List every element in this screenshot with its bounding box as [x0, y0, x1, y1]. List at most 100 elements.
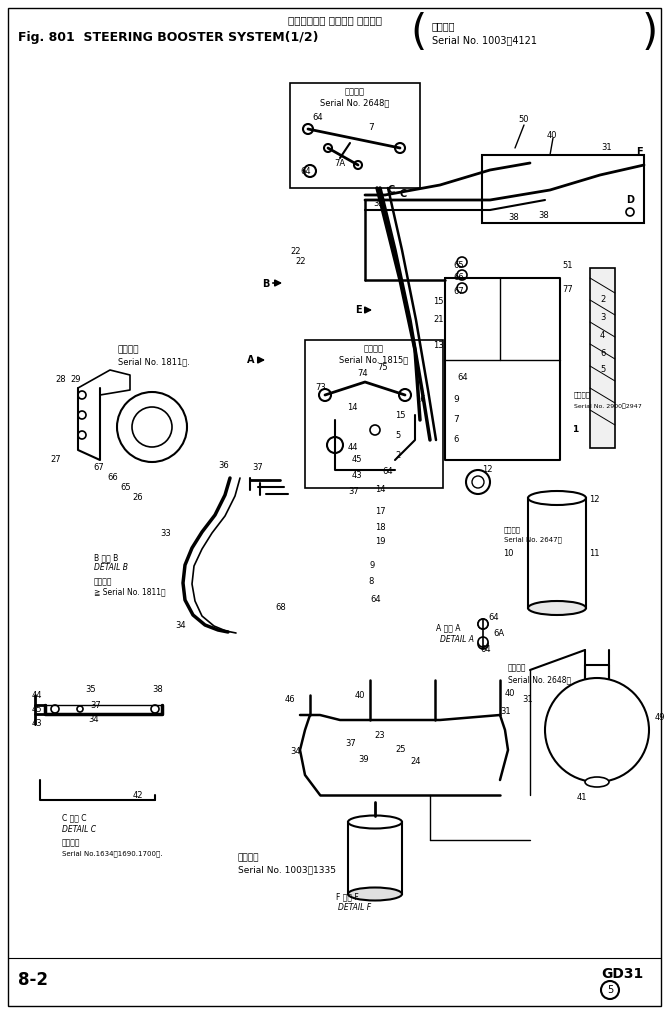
Text: E: E — [355, 305, 362, 315]
Text: 43: 43 — [32, 719, 43, 727]
Text: 17: 17 — [375, 507, 385, 516]
Text: 18: 18 — [375, 522, 385, 531]
Text: 34: 34 — [290, 747, 300, 756]
Ellipse shape — [585, 777, 609, 787]
Text: 12: 12 — [482, 465, 492, 475]
Text: DETAIL B: DETAIL B — [94, 564, 128, 573]
Text: 31: 31 — [500, 708, 510, 717]
Text: Serial No.1634～1690.1700～.: Serial No.1634～1690.1700～. — [62, 851, 163, 857]
Text: 77: 77 — [562, 286, 573, 294]
Text: 6: 6 — [453, 435, 458, 444]
Circle shape — [51, 705, 59, 713]
Circle shape — [303, 124, 313, 134]
Text: 38: 38 — [508, 214, 518, 222]
Text: 44: 44 — [32, 691, 43, 700]
Text: 7: 7 — [368, 123, 374, 132]
Text: 65: 65 — [453, 261, 464, 270]
Text: 64: 64 — [457, 372, 468, 381]
Circle shape — [626, 208, 634, 216]
Circle shape — [472, 476, 484, 488]
Text: 適用号機: 適用号機 — [238, 854, 260, 863]
Text: 9: 9 — [370, 561, 375, 570]
Text: 45: 45 — [32, 705, 43, 714]
Circle shape — [327, 437, 343, 453]
Bar — [528, 498, 586, 608]
Text: C: C — [388, 185, 395, 195]
Text: 38: 38 — [538, 211, 549, 219]
Bar — [290, 83, 420, 188]
Text: (: ( — [411, 12, 427, 54]
Text: 19: 19 — [375, 537, 385, 547]
Circle shape — [78, 411, 86, 419]
Text: 6: 6 — [600, 350, 605, 359]
Bar — [348, 822, 402, 894]
Text: 16: 16 — [415, 395, 425, 405]
Text: 1: 1 — [572, 426, 578, 435]
Text: 7: 7 — [453, 416, 459, 425]
Circle shape — [395, 143, 405, 153]
Text: 27: 27 — [50, 455, 61, 464]
Text: Serial No. 1003～4121: Serial No. 1003～4121 — [432, 35, 537, 45]
Text: 34: 34 — [175, 621, 185, 630]
Text: Fig. 801  STEERING BOOSTER SYSTEM(1/2): Fig. 801 STEERING BOOSTER SYSTEM(1/2) — [18, 31, 318, 45]
Text: DETAIL C: DETAIL C — [62, 824, 96, 834]
Ellipse shape — [348, 887, 402, 900]
Text: 9: 9 — [453, 395, 459, 405]
Text: 64: 64 — [370, 595, 381, 604]
Text: 33: 33 — [160, 528, 171, 537]
Text: 11: 11 — [589, 549, 599, 558]
Bar — [305, 340, 443, 488]
Text: Serial No. 2647～: Serial No. 2647～ — [504, 536, 562, 544]
Text: 4: 4 — [600, 332, 605, 341]
Text: 5: 5 — [600, 365, 605, 374]
Circle shape — [478, 639, 488, 649]
Circle shape — [78, 431, 86, 439]
Text: 25: 25 — [395, 745, 405, 754]
Text: 適用号機: 適用号機 — [432, 21, 456, 31]
Text: F 詳細 F: F 詳細 F — [336, 892, 359, 901]
Text: 65: 65 — [120, 484, 130, 493]
Circle shape — [457, 270, 467, 280]
Text: 36: 36 — [218, 460, 229, 469]
Text: 適用号機: 適用号機 — [364, 345, 384, 354]
Text: 67: 67 — [93, 463, 104, 473]
Text: Serial No. 2648～: Serial No. 2648～ — [508, 675, 571, 684]
Circle shape — [324, 144, 332, 152]
Text: 2: 2 — [395, 450, 400, 459]
Text: 44: 44 — [348, 443, 359, 452]
Text: 適用号機: 適用号機 — [345, 87, 365, 96]
Text: C: C — [400, 189, 407, 199]
Text: Serial No. 2648～: Serial No. 2648～ — [320, 98, 389, 107]
Text: 22: 22 — [295, 258, 306, 267]
Circle shape — [601, 981, 619, 999]
Text: 31: 31 — [522, 696, 533, 705]
Text: 7A: 7A — [334, 158, 345, 167]
Text: 37: 37 — [348, 488, 359, 497]
Text: 50: 50 — [518, 116, 529, 125]
Text: 38: 38 — [152, 685, 163, 695]
Text: Serial No. 1815～: Serial No. 1815～ — [339, 356, 409, 364]
Circle shape — [319, 389, 331, 401]
Text: 40: 40 — [547, 131, 557, 140]
Text: 40: 40 — [355, 691, 365, 700]
Text: DETAIL A: DETAIL A — [440, 636, 474, 645]
Circle shape — [478, 637, 488, 647]
Text: 49: 49 — [655, 714, 666, 723]
Text: 26: 26 — [132, 494, 142, 503]
Text: 40: 40 — [505, 689, 516, 698]
Text: F: F — [636, 147, 643, 157]
Text: GD31: GD31 — [601, 967, 644, 981]
Text: 23: 23 — [374, 730, 385, 739]
Circle shape — [77, 706, 83, 712]
Text: Serial No. 1003～1335: Serial No. 1003～1335 — [238, 866, 336, 874]
Circle shape — [457, 283, 467, 293]
Circle shape — [78, 391, 86, 399]
Text: 8: 8 — [368, 578, 373, 586]
Text: 64: 64 — [312, 113, 322, 122]
Text: 21: 21 — [433, 315, 444, 324]
Text: 2: 2 — [600, 295, 605, 304]
Text: 67: 67 — [453, 287, 464, 295]
Circle shape — [354, 161, 362, 169]
Text: ≧ Serial No. 1811～: ≧ Serial No. 1811～ — [94, 587, 166, 596]
Text: 13: 13 — [433, 341, 444, 350]
